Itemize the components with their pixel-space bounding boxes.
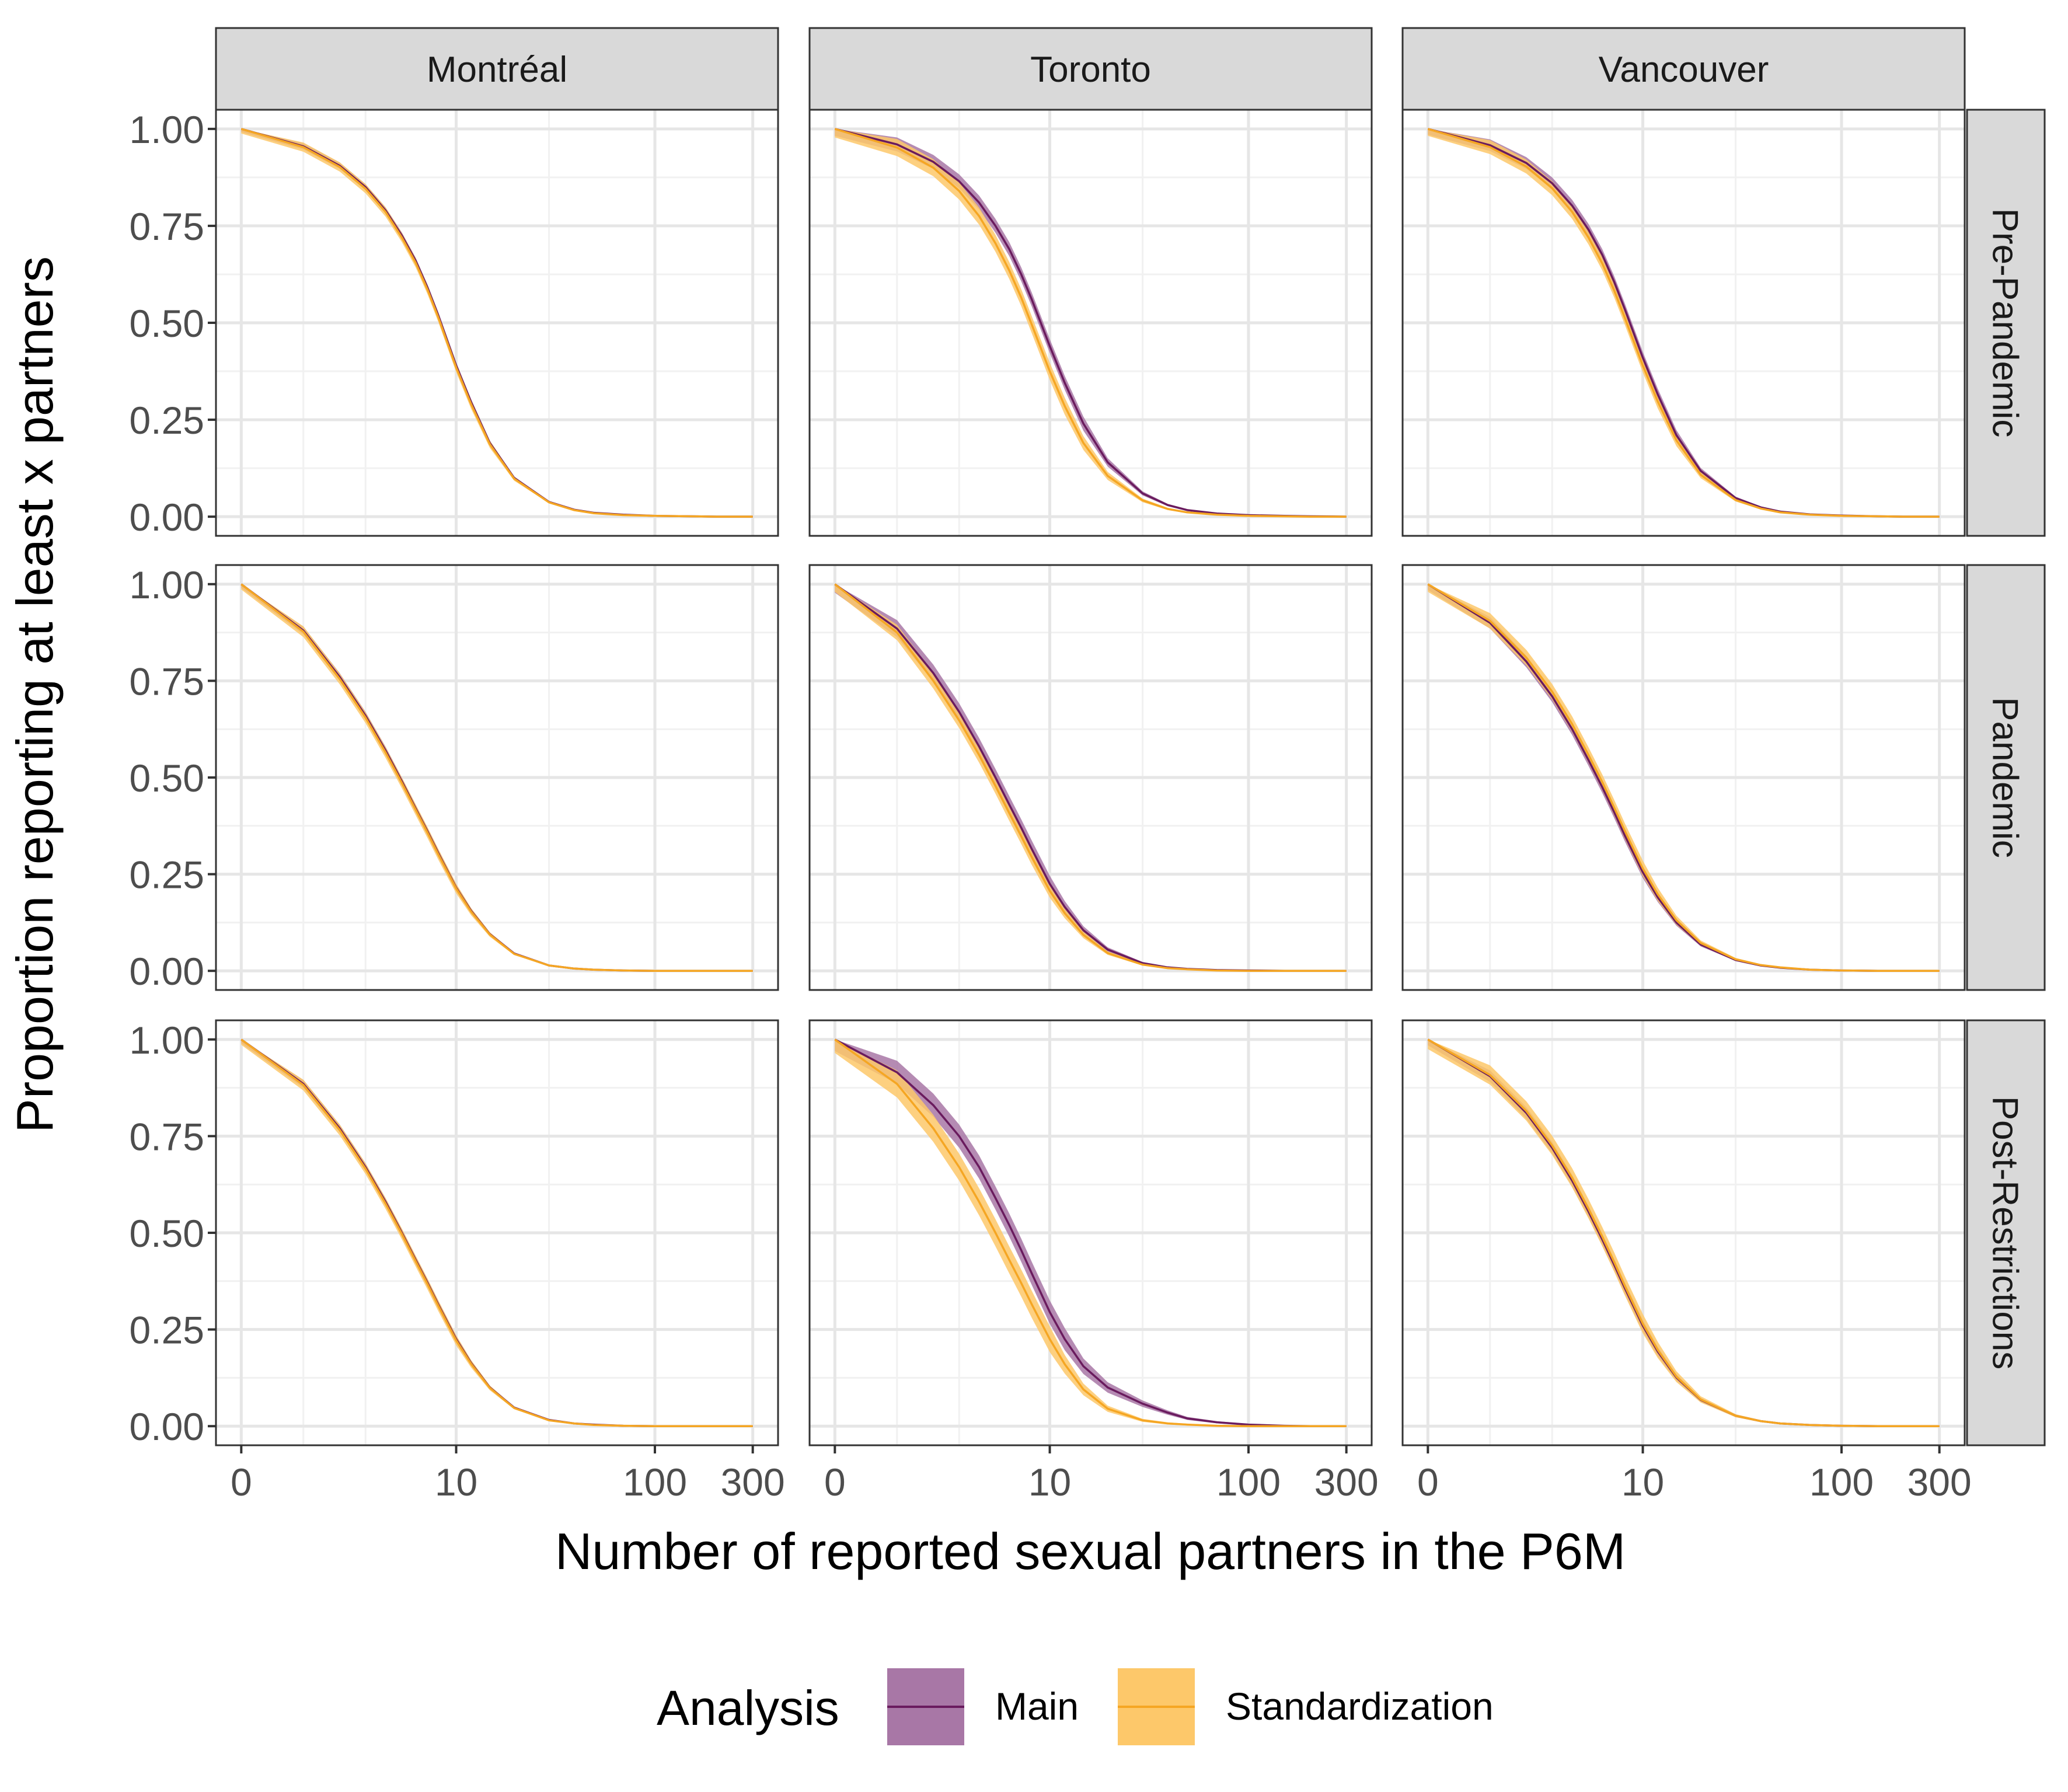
x-tick-label: 0 (824, 1460, 846, 1504)
strip-background (1966, 109, 2046, 537)
y-tick-label: 0.25 (130, 399, 204, 442)
series-line-standardization (834, 583, 1347, 972)
panel-0-2 (208, 1019, 779, 1453)
panel-1-0 (808, 109, 1373, 537)
strip-2: Vancouver (1401, 27, 1966, 111)
strip-label-city: Toronto (1030, 50, 1151, 90)
panel-1-2 (808, 1019, 1373, 1453)
y-tick-label: 0.75 (130, 205, 204, 248)
strip-background (1401, 27, 1966, 111)
x-tick-label: 300 (721, 1460, 785, 1504)
row-strip-2: Post-Restrictions (1966, 1019, 2046, 1446)
panel-2-0 (1401, 109, 1966, 537)
ci-band-standardization (1428, 1039, 1940, 1427)
strip-background (808, 27, 1373, 111)
x-tick-label: 10 (1028, 1460, 1071, 1504)
strip-1: Toronto (808, 27, 1373, 111)
row-strips: Pre-Pandemic Pandemic Post-Restrictions (1966, 109, 2046, 1446)
series-line-standardization (240, 128, 753, 518)
x-axis-tick-labels: 0 10 100 300 0 10 100 300 0 10 100 300 (231, 1460, 1972, 1504)
series-line-main (834, 1038, 1347, 1427)
strip-label-city: Vancouver (1599, 50, 1769, 90)
column-strips: Montréal Toronto Vancouver (215, 27, 1966, 111)
y-tick-label: 0.00 (130, 950, 204, 993)
strip-label-period: Post-Restrictions (1985, 1096, 2025, 1370)
x-tick-label: 100 (1216, 1460, 1281, 1504)
legend-entries: Main Standardization (887, 1668, 1494, 1745)
row-strip-0: Pre-Pandemic (1966, 109, 2046, 537)
strip-label-city: Montréal (427, 50, 567, 90)
panel-border (808, 564, 1373, 991)
series-line-standardization (240, 583, 753, 972)
panel-border (1401, 564, 1966, 991)
x-tick-label: 300 (1907, 1460, 1972, 1504)
x-tick-label: 300 (1314, 1460, 1379, 1504)
legend: Analysis Main Standardization (657, 1668, 1494, 1745)
series-line-standardization (1427, 1038, 1940, 1427)
ci-band-main (835, 1039, 1347, 1427)
row-strip-1: Pandemic (1966, 564, 2046, 991)
y-tick-label: 0.25 (130, 853, 204, 897)
y-tick-label: 0.75 (130, 1115, 204, 1158)
strip-label-period: Pandemic (1985, 697, 2025, 858)
y-tick-label: 0.75 (130, 660, 204, 703)
strip-background (1966, 1019, 2046, 1446)
y-tick-label: 0.00 (130, 496, 204, 539)
y-tick-label: 1.00 (130, 108, 204, 151)
legend-item-standardization: Standardization (1118, 1668, 1494, 1745)
panel-border (808, 1019, 1373, 1446)
x-tick-label: 10 (1621, 1460, 1664, 1504)
y-axis-tick-labels: 0.00 0.25 0.50 0.75 1.00 0.00 0.25 0.50 0.75 1.00… (130, 108, 204, 1448)
legend-item-main: Main (887, 1668, 1079, 1745)
y-tick-label: 0.50 (130, 302, 204, 345)
panel-1-1 (808, 564, 1373, 991)
x-tick-label: 0 (231, 1460, 252, 1504)
y-tick-label: 1.00 (130, 1019, 204, 1062)
series-line-standardization (240, 1038, 753, 1427)
y-tick-label: 1.00 (130, 563, 204, 606)
strip-background (1966, 564, 2046, 991)
panel-2-2 (1401, 1019, 1966, 1453)
x-tick-label: 0 (1417, 1460, 1439, 1504)
panel-2-1 (1401, 564, 1966, 991)
ci-band-standardization (835, 1039, 1347, 1427)
legend-label: Main (995, 1685, 1079, 1728)
x-tick-label: 10 (435, 1460, 477, 1504)
panel-0-1 (208, 564, 779, 991)
series-line-standardization (834, 128, 1347, 518)
strip-label-period: Pre-Pandemic (1985, 208, 2025, 438)
ci-band-main (835, 128, 1347, 517)
panels-layer (208, 109, 1966, 1453)
strip-0: Montréal (215, 27, 779, 111)
x-tick-label: 100 (1809, 1460, 1874, 1504)
y-tick-label: 0.25 (130, 1309, 204, 1352)
x-axis-label: Number of reported sexual partners in th… (555, 1522, 1626, 1580)
series-line-standardization (1427, 128, 1940, 518)
series-line-standardization (1427, 583, 1940, 972)
x-tick-label: 100 (623, 1460, 687, 1504)
panel-border (1401, 1019, 1966, 1446)
series-line-standardization (834, 1038, 1347, 1427)
strip-background (215, 27, 779, 111)
y-tick-label: 0.50 (130, 756, 204, 800)
legend-title: Analysis (657, 1681, 839, 1735)
y-axis-label: Proportion reporting at least x partners (6, 256, 64, 1133)
y-tick-label: 0.50 (130, 1212, 204, 1255)
y-tick-label: 0.00 (130, 1405, 204, 1448)
legend-label: Standardization (1226, 1685, 1494, 1728)
